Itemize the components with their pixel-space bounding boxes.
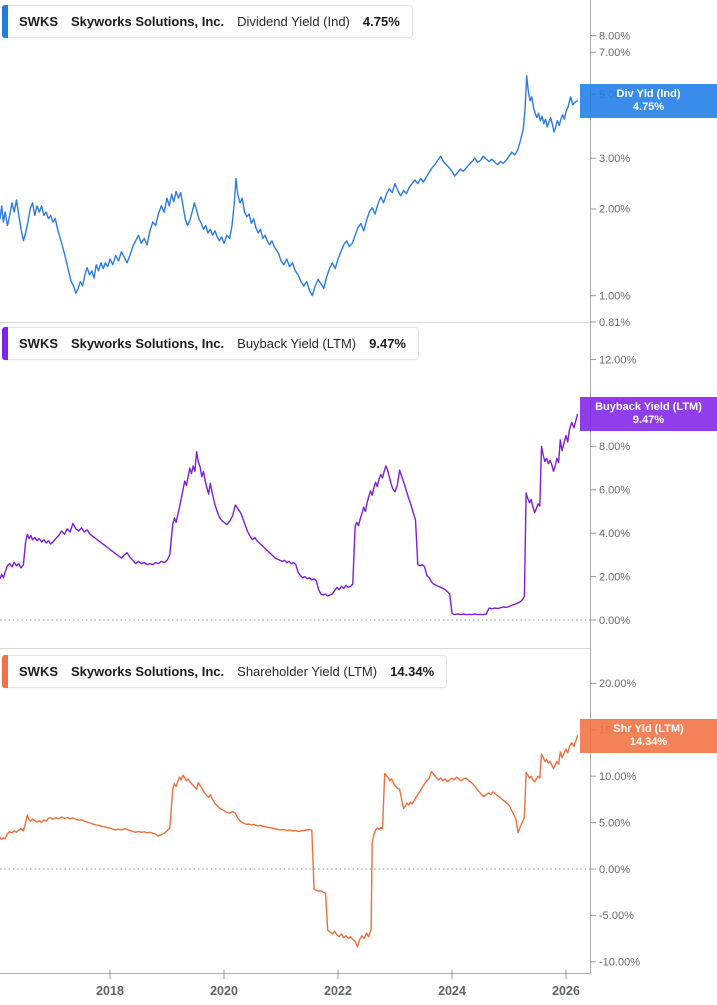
y-axis-tick-label: 10.00% (599, 771, 637, 783)
y-axis-tick-label: 0.81% (599, 317, 630, 329)
axis-badge-shr-yld: Shr Yld (LTM) 14.34% (580, 719, 717, 753)
y-axis-tick-label: 2.00% (599, 571, 630, 583)
axis-badge-buyback-yield: Buyback Yield (LTM) 9.47% (580, 397, 717, 431)
metric-name: Buyback Yield (LTM) (237, 336, 357, 351)
badge-value: 4.75% (632, 101, 665, 113)
company-name: Skyworks Solutions, Inc. (71, 336, 225, 351)
metric-name: Shareholder Yield (LTM) (237, 664, 378, 679)
y-axis-tick-label: 20.00% (599, 678, 637, 690)
y-axis-tick-label: 12.00% (599, 354, 637, 366)
series-color-bar (2, 327, 8, 360)
series-label-shareholder-yield[interactable]: SWKS Skyworks Solutions, Inc. Shareholde… (2, 655, 448, 688)
buyback-yield-line (0, 413, 579, 616)
y-axis-tick-label: 6.00% (599, 485, 630, 497)
y-axis-tick-label: -10.00% (599, 957, 640, 969)
x-axis-year-label: 2020 (210, 984, 238, 998)
ticker-label: SWKS (19, 336, 58, 351)
y-axis-tick-label: 4.00% (599, 528, 630, 540)
y-axis-tick-label: 7.00% (599, 47, 630, 59)
y-axis-tick-label: -5.00% (599, 910, 634, 922)
ticker-label: SWKS (19, 14, 58, 29)
series-color-bar (2, 5, 8, 38)
y-axis-tick-label: 0.00% (599, 864, 630, 876)
metric-name: Dividend Yield (Ind) (237, 14, 350, 29)
x-axis-year-label: 2024 (438, 984, 466, 998)
y-axis-tick-label: 0.00% (599, 615, 630, 627)
metric-value: 4.75% (362, 14, 400, 29)
y-axis-tick-label: 1.00% (599, 290, 630, 302)
y-axis-tick-label: 5.00% (599, 817, 630, 829)
x-axis-year-label: 2026 (552, 984, 580, 998)
y-axis-tick-label: 8.00% (599, 30, 630, 42)
company-name: Skyworks Solutions, Inc. (71, 664, 225, 679)
y-axis-tick-label: 3.00% (599, 153, 630, 165)
badge-title: Div Yld (Ind) (616, 87, 681, 100)
company-name: Skyworks Solutions, Inc. (71, 14, 225, 29)
badge-value: 14.34% (629, 736, 668, 748)
badge-title: Buyback Yield (LTM) (595, 400, 702, 413)
axis-badge-div-yld: Div Yld (Ind) 4.75% (580, 84, 717, 118)
dividend-yield-line (0, 75, 579, 297)
x-axis-year-label: 2022 (324, 984, 352, 998)
badge-value: 9.47% (632, 414, 665, 426)
metric-value: 9.47% (369, 336, 406, 351)
x-axis-year-label: 2018 (96, 984, 124, 998)
series-label-dividend-yield[interactable]: SWKS Skyworks Solutions, Inc. Dividend Y… (2, 5, 413, 38)
metric-value: 14.34% (390, 664, 435, 679)
badge-title: Shr Yld (LTM) (613, 722, 684, 735)
series-label-buyback-yield[interactable]: SWKS Skyworks Solutions, Inc. Buyback Yi… (2, 327, 419, 360)
ticker-label: SWKS (19, 664, 58, 679)
series-color-bar (2, 655, 8, 688)
shareholder-yield-line (0, 735, 579, 948)
y-axis-tick-label: 2.00% (599, 204, 630, 216)
y-axis-tick-label: 8.00% (599, 441, 630, 453)
